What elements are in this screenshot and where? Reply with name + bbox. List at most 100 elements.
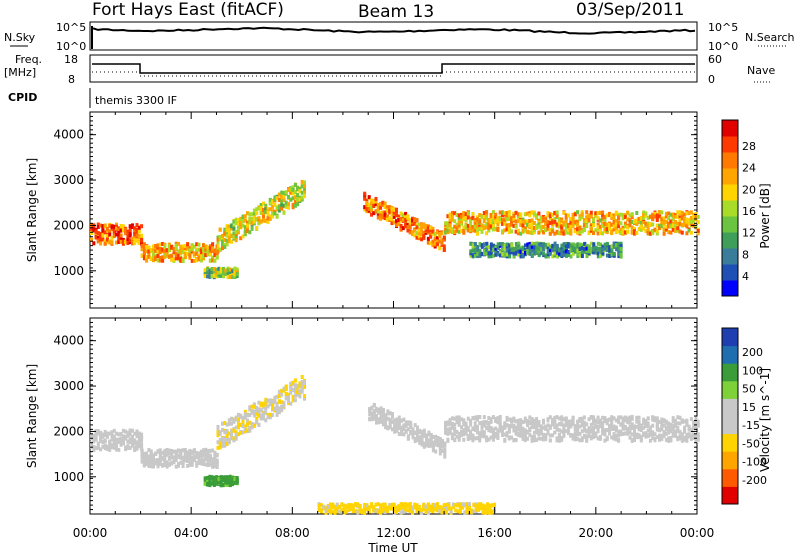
data-cell xyxy=(115,437,118,442)
data-cell xyxy=(142,244,146,249)
velocity-colorbar-label: Velocity [m s^-1] xyxy=(758,368,772,472)
data-cell xyxy=(436,239,439,244)
data-cell xyxy=(589,426,593,431)
data-cell xyxy=(462,420,466,425)
data-cell xyxy=(271,413,275,418)
data-cell xyxy=(455,227,459,232)
data-cell xyxy=(223,245,227,249)
data-cell xyxy=(480,244,484,249)
colorbar-tick-label: 28 xyxy=(742,140,756,153)
data-cell xyxy=(145,453,149,458)
data-cell xyxy=(246,413,249,418)
data-cell xyxy=(422,507,426,512)
data-cell xyxy=(397,217,401,222)
data-cell xyxy=(296,392,300,397)
data-cell xyxy=(188,453,192,458)
data-cell xyxy=(128,428,132,433)
data-cell xyxy=(546,250,550,255)
data-cell xyxy=(170,245,174,250)
data-cell xyxy=(259,203,263,207)
data-cell xyxy=(603,428,607,433)
data-cell xyxy=(248,407,252,412)
data-cell xyxy=(458,502,462,507)
data-cell xyxy=(669,429,673,434)
data-cell xyxy=(580,438,584,443)
data-cell xyxy=(158,462,162,467)
data-cell xyxy=(411,510,414,515)
data-cell xyxy=(505,423,509,428)
data-cell xyxy=(456,509,460,514)
data-cell xyxy=(598,231,602,236)
data-cell xyxy=(215,465,219,469)
data-cell xyxy=(448,430,452,434)
data-cell xyxy=(243,229,247,234)
data-cell xyxy=(471,215,475,220)
data-cell xyxy=(450,416,454,421)
data-cell xyxy=(230,417,234,422)
data-cell xyxy=(259,211,263,216)
data-cell xyxy=(250,226,254,231)
data-cell xyxy=(397,432,401,436)
data-cell xyxy=(660,219,664,224)
data-cell xyxy=(243,409,247,414)
data-cell xyxy=(662,227,666,232)
data-cell xyxy=(494,219,498,224)
data-cell xyxy=(578,230,582,235)
data-cell xyxy=(400,425,404,430)
data-cell xyxy=(300,190,304,195)
data-cell xyxy=(548,231,552,236)
data-cell xyxy=(546,417,550,422)
data-cell xyxy=(671,217,675,221)
data-cell xyxy=(179,450,183,455)
data-cell xyxy=(555,254,559,258)
data-cell xyxy=(409,420,413,425)
data-cell xyxy=(280,388,284,393)
data-cell xyxy=(617,433,621,438)
data-cell xyxy=(243,424,247,429)
velocity-y-axis-label: Slant Range [km] xyxy=(25,364,39,468)
data-cell xyxy=(381,407,385,412)
data-cell xyxy=(216,430,220,435)
data-cell xyxy=(519,222,523,227)
data-cell xyxy=(463,510,467,515)
data-cell xyxy=(354,509,357,514)
data-cell xyxy=(250,404,254,409)
data-cell xyxy=(149,458,153,463)
data-cell xyxy=(149,247,153,252)
data-cell xyxy=(223,421,227,425)
colorbar-swatch xyxy=(722,486,738,505)
data-cell xyxy=(284,203,288,208)
data-cell xyxy=(271,399,275,404)
data-cell xyxy=(480,214,484,219)
data-cell xyxy=(528,244,532,249)
nave-tick-high: 60 xyxy=(708,53,722,66)
data-cell xyxy=(569,421,573,426)
data-cell xyxy=(224,272,228,276)
data-cell xyxy=(521,433,525,438)
data-cell xyxy=(685,224,689,229)
data-cell xyxy=(678,434,682,439)
data-cell xyxy=(610,426,614,431)
data-cell xyxy=(544,426,548,431)
data-cell xyxy=(124,231,128,236)
data-cell xyxy=(494,252,498,257)
data-cell xyxy=(317,508,321,512)
data-cell xyxy=(174,458,178,462)
data-cell xyxy=(542,425,545,430)
data-cell xyxy=(234,233,238,237)
data-cell xyxy=(293,190,297,194)
data-cell xyxy=(569,424,573,429)
data-cell xyxy=(287,195,290,199)
data-cell xyxy=(667,211,671,216)
data-cell xyxy=(96,233,100,238)
data-cell xyxy=(485,221,489,226)
data-cell xyxy=(446,421,450,425)
data-cell xyxy=(99,447,103,452)
data-cell xyxy=(342,508,346,513)
data-cell xyxy=(135,444,139,449)
data-cell xyxy=(494,250,498,255)
data-cell xyxy=(692,426,696,431)
data-cell xyxy=(496,216,500,221)
data-cell xyxy=(585,434,589,439)
